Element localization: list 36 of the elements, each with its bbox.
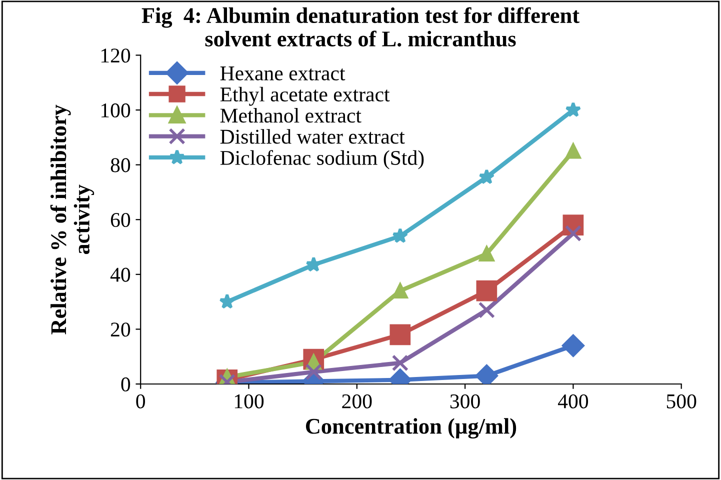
point bbox=[392, 354, 408, 372]
point bbox=[392, 228, 408, 244]
y-tick-label: 60 bbox=[110, 212, 130, 228]
y-axis-title: Relative % of inhibitory activity bbox=[50, 104, 94, 334]
point bbox=[562, 334, 584, 357]
point bbox=[475, 364, 498, 384]
legend-label: Ethyl acetate extract bbox=[220, 86, 390, 106]
y-tick-label: 100 bbox=[101, 103, 130, 118]
x-tick-label: 400 bbox=[558, 394, 588, 408]
legend-label: Diclofenac sodium (Std) bbox=[220, 150, 424, 170]
x-tick-label: 500 bbox=[666, 394, 696, 408]
point bbox=[565, 102, 582, 118]
point bbox=[392, 283, 408, 298]
y-tick-label: 80 bbox=[110, 158, 130, 172]
legend-label: Distilled water extract bbox=[220, 129, 405, 144]
x-tick-label: 100 bbox=[234, 394, 264, 408]
point bbox=[478, 168, 495, 184]
point bbox=[476, 280, 498, 302]
point bbox=[306, 256, 322, 272]
y-tick-label: 0 bbox=[121, 377, 130, 392]
chart-title: Fig 4: Albumin denaturation test for different solvent extracts of L. micranthus bbox=[142, 7, 580, 47]
point bbox=[479, 246, 494, 262]
x-tick-label: 200 bbox=[342, 394, 372, 408]
x-tick-label: 300 bbox=[450, 394, 480, 408]
legend-label: Methanol extract bbox=[220, 108, 362, 123]
x-axis-title: Concentration (µg/ml) bbox=[306, 418, 516, 438]
y-tick-label: 40 bbox=[110, 268, 130, 282]
y-tick-label: 120 bbox=[101, 48, 130, 63]
point bbox=[566, 143, 581, 159]
x-tick-label: 0 bbox=[136, 394, 146, 408]
point bbox=[478, 302, 496, 318]
point bbox=[390, 324, 411, 346]
y-tick-label: 20 bbox=[110, 322, 130, 337]
point bbox=[305, 364, 322, 380]
legend-label: Hexane extract bbox=[220, 66, 346, 80]
point bbox=[219, 293, 236, 309]
